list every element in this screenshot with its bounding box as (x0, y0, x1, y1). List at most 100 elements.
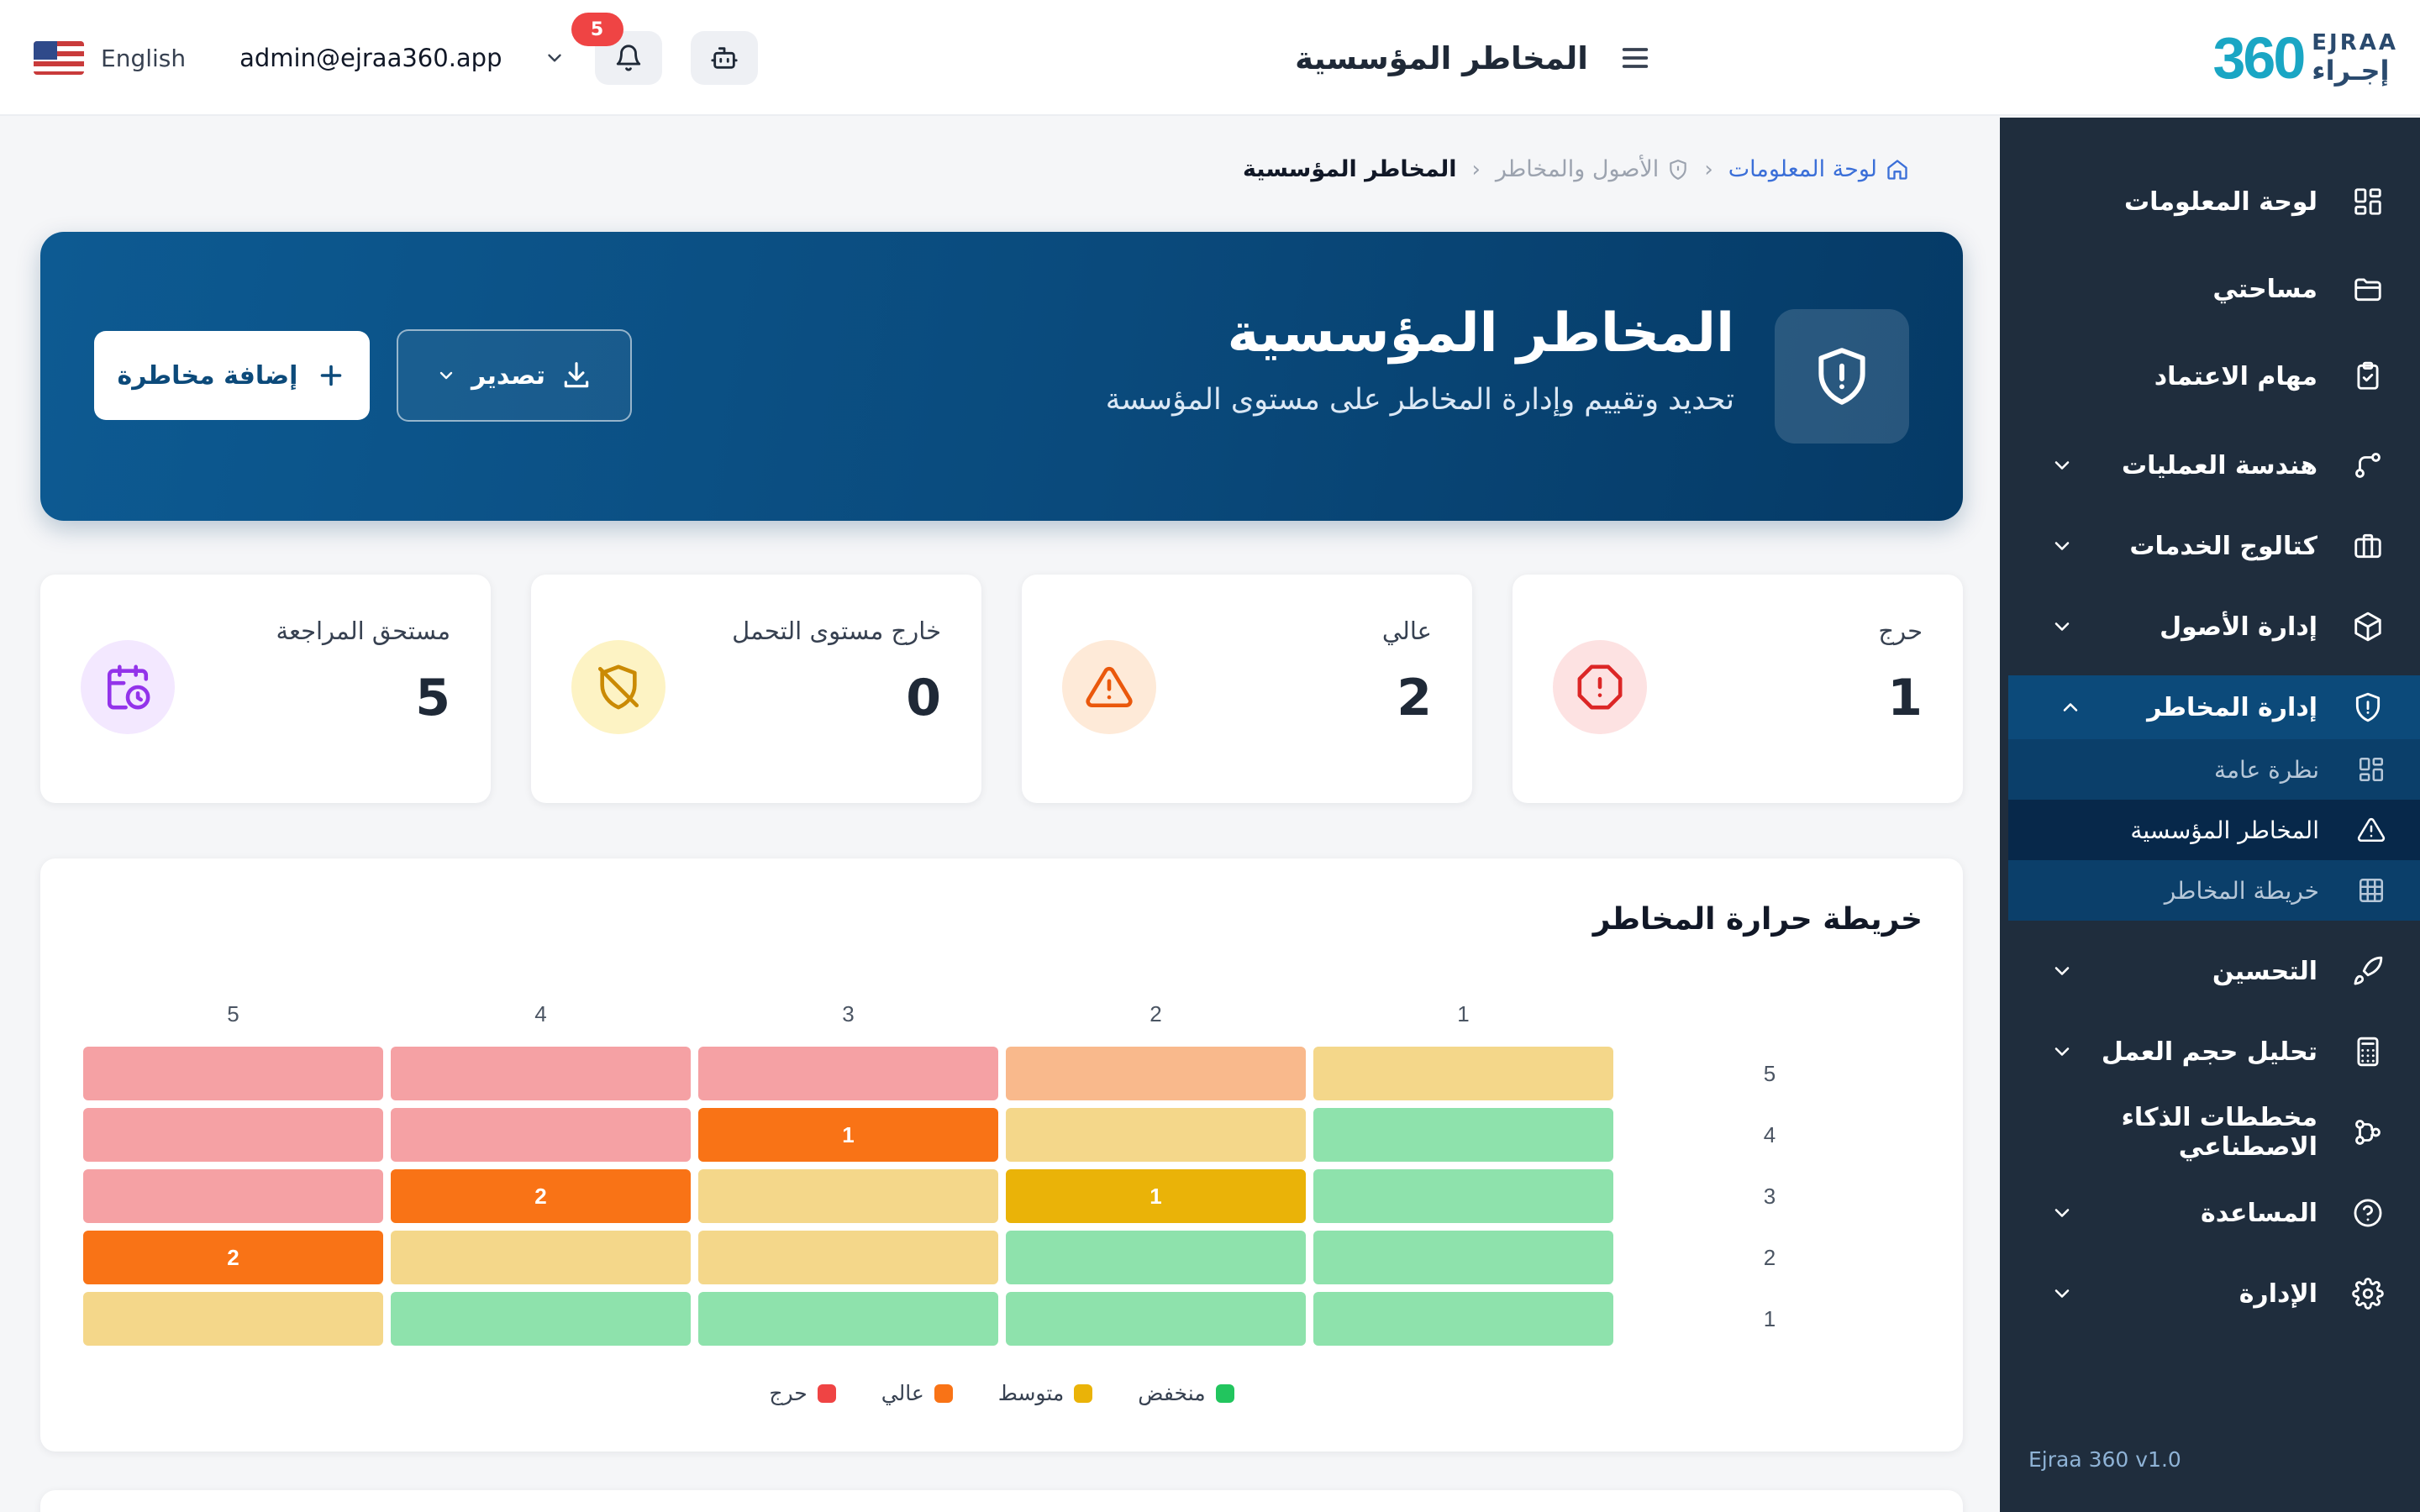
logo-mark: 360 (2212, 25, 2307, 91)
sidebar-item-label: مهام الاعتماد (2154, 361, 2317, 391)
sidebar-item-my-space[interactable]: مساحتي (2000, 257, 2420, 321)
sidebar-item-label: تحليل حجم العمل (2101, 1037, 2317, 1067)
chevron-down-icon[interactable] (543, 46, 566, 70)
breadcrumb-home[interactable]: لوحة المعلومات (1728, 156, 1909, 182)
stat-card-high[interactable]: عالي 2 (1022, 575, 1472, 803)
heatmap-cell (1313, 1169, 1613, 1223)
legend-item-critical: حرج (769, 1381, 836, 1405)
add-risk-button[interactable]: إضافة مخاطرة (94, 331, 370, 420)
legend-swatch (934, 1383, 953, 1403)
chevron-down-icon[interactable] (2050, 615, 2074, 638)
sidebar-item-risk-management[interactable]: إدارة المخاطر (2008, 675, 2420, 739)
sidebar-item-approval-tasks[interactable]: مهام الاعتماد (2000, 344, 2420, 408)
heatmap-cell (83, 1047, 383, 1100)
export-button[interactable]: تصدير (397, 329, 632, 422)
ai-flow-icon (2351, 1116, 2385, 1149)
notification-count-badge: 5 (571, 13, 623, 46)
sidebar-item-administration[interactable]: الإدارة (2000, 1262, 2420, 1326)
ai-assistant-button[interactable] (690, 31, 758, 85)
sidebar-item-service-catalog[interactable]: كتالوج الخدمات (2000, 514, 2420, 578)
sidebar-item-label: التحسين (2212, 956, 2317, 986)
heatmap-cell-count: 1 (1150, 1184, 1161, 1209)
submenu-item-label: المخاطر المؤسسية (2130, 816, 2319, 844)
heatmap-cell-count: 1 (842, 1122, 854, 1147)
heatmap-cell (1006, 1169, 1306, 1223)
sidebar-item-dashboard[interactable]: لوحة المعلومات (2000, 170, 2420, 234)
heatmap-cell (83, 1292, 383, 1346)
heatmap-cell (391, 1047, 691, 1100)
chevron-down-icon[interactable] (2050, 1040, 2074, 1063)
legend-label: منخفض (1138, 1381, 1206, 1405)
heatmap-cell (698, 1231, 998, 1284)
ejraa-logo[interactable]: 360 EJRAA إجـراء (2213, 22, 2399, 94)
gear-icon (2351, 1277, 2385, 1310)
stat-label: مستحق المراجعة (276, 617, 450, 645)
stat-value: 1 (1887, 669, 1923, 727)
sidebar-item-ai-diagrams[interactable]: مخططات الذكاء الاصطناعي (2000, 1100, 2420, 1164)
notifications-button[interactable]: 5 (571, 13, 662, 85)
stat-value: 2 (1397, 669, 1432, 727)
language-switch[interactable]: English (101, 44, 187, 72)
heatmap-x-tick-label: 4 (534, 1001, 546, 1026)
heatmap-cell (1313, 1047, 1613, 1100)
heatmap-y-tick-label: 3 (1764, 1184, 1776, 1209)
sidebar-item-label: مساحتي (2212, 274, 2317, 304)
alert-octagon-icon (1553, 640, 1647, 734)
heatmap-cell (391, 1108, 691, 1162)
chevron-up-icon[interactable] (2059, 696, 2082, 719)
heatmap-cell (391, 1169, 691, 1223)
heatmap-x-tick-label: 1 (1457, 1001, 1469, 1026)
risk-submenu: نظرة عامة المخاطر المؤسسية خريطة المخاطر (2008, 739, 2420, 921)
risk-heatmap-card: خريطة حرارة المخاطر 1 2 3 4 5 5 4 1 3 1 2 2 2 1 منخفض… (40, 858, 1963, 1452)
heatmap-cell (83, 1169, 383, 1223)
submenu-item-risk-map[interactable]: خريطة المخاطر (2008, 860, 2420, 921)
risk-heatmap-chart: 1 2 3 4 5 5 4 1 3 1 2 2 2 1 (83, 1001, 1776, 1346)
heatmap-y-tick-label: 2 (1764, 1245, 1776, 1270)
heatmap-cell (391, 1292, 691, 1346)
legend-swatch (1074, 1383, 1093, 1403)
breadcrumb-current: المخاطر المؤسسية (1242, 156, 1457, 182)
sidebar-item-process-engineering[interactable]: هندسة العمليات (2000, 433, 2420, 497)
next-section-card (40, 1490, 1963, 1512)
stat-label: حرج (1878, 617, 1923, 645)
stat-card-out-of-tolerance[interactable]: خارج مستوى التحمل 0 (531, 575, 981, 803)
app-version: Ejraa 360 v1.0 (2028, 1447, 2181, 1472)
bot-icon (710, 47, 738, 69)
user-email[interactable]: admin@ejraa360.app (239, 44, 502, 72)
hero-subtitle: تحديد وتقييم وإدارة المخاطر على مستوى ال… (1105, 383, 1734, 417)
heatmap-x-tick-label: 5 (227, 1001, 239, 1026)
sidebar-item-label: إدارة المخاطر (2147, 692, 2317, 722)
calculator-icon (2351, 1035, 2385, 1068)
submenu-item-label: خريطة المخاطر (2164, 876, 2319, 905)
chevron-down-icon[interactable] (2050, 534, 2074, 558)
stat-value: 5 (415, 669, 450, 727)
sidebar-item-help[interactable]: المساعدة (2000, 1181, 2420, 1245)
sidebar-item-label: الإدارة (2238, 1278, 2317, 1309)
grid-icon (2356, 754, 2386, 785)
us-flag-icon[interactable] (34, 41, 84, 75)
heatmap-cell (1006, 1108, 1306, 1162)
heatmap-cell-count: 2 (227, 1245, 239, 1270)
breadcrumb: لوحة المعلومات ‹ الأصول والمخاطر ‹ المخا… (1243, 156, 1909, 182)
stat-card-critical[interactable]: حرج 1 (1512, 575, 1963, 803)
breadcrumb-assets-risks[interactable]: الأصول والمخاطر (1496, 156, 1689, 182)
sidebar-item-label: لوحة المعلومات (2124, 186, 2317, 217)
table-grid-icon (2356, 875, 2386, 906)
submenu-item-enterprise-risks[interactable]: المخاطر المؤسسية (2008, 800, 2420, 860)
menu-icon[interactable] (1618, 41, 1652, 75)
legend-item-high: عالي (881, 1381, 953, 1405)
submenu-item-overview[interactable]: نظرة عامة (2008, 739, 2420, 800)
sidebar-item-asset-management[interactable]: إدارة الأصول (2000, 595, 2420, 659)
chevron-down-icon[interactable] (2050, 454, 2074, 477)
breadcrumb-home-label: لوحة المعلومات (1728, 156, 1877, 182)
stat-card-review-due[interactable]: مستحق المراجعة 5 (40, 575, 491, 803)
sidebar-item-workload-analysis[interactable]: تحليل حجم العمل (2000, 1020, 2420, 1084)
chevron-down-icon[interactable] (2050, 959, 2074, 983)
breadcrumb-separator-icon: ‹ (1471, 156, 1481, 182)
heatmap-y-tick-label: 4 (1764, 1122, 1776, 1147)
chevron-down-icon[interactable] (2050, 1201, 2074, 1225)
sidebar-item-improvement[interactable]: التحسين (2000, 939, 2420, 1003)
chevron-down-icon[interactable] (2050, 1282, 2074, 1305)
briefcase-icon (2351, 529, 2385, 563)
home-icon (1887, 159, 1907, 180)
